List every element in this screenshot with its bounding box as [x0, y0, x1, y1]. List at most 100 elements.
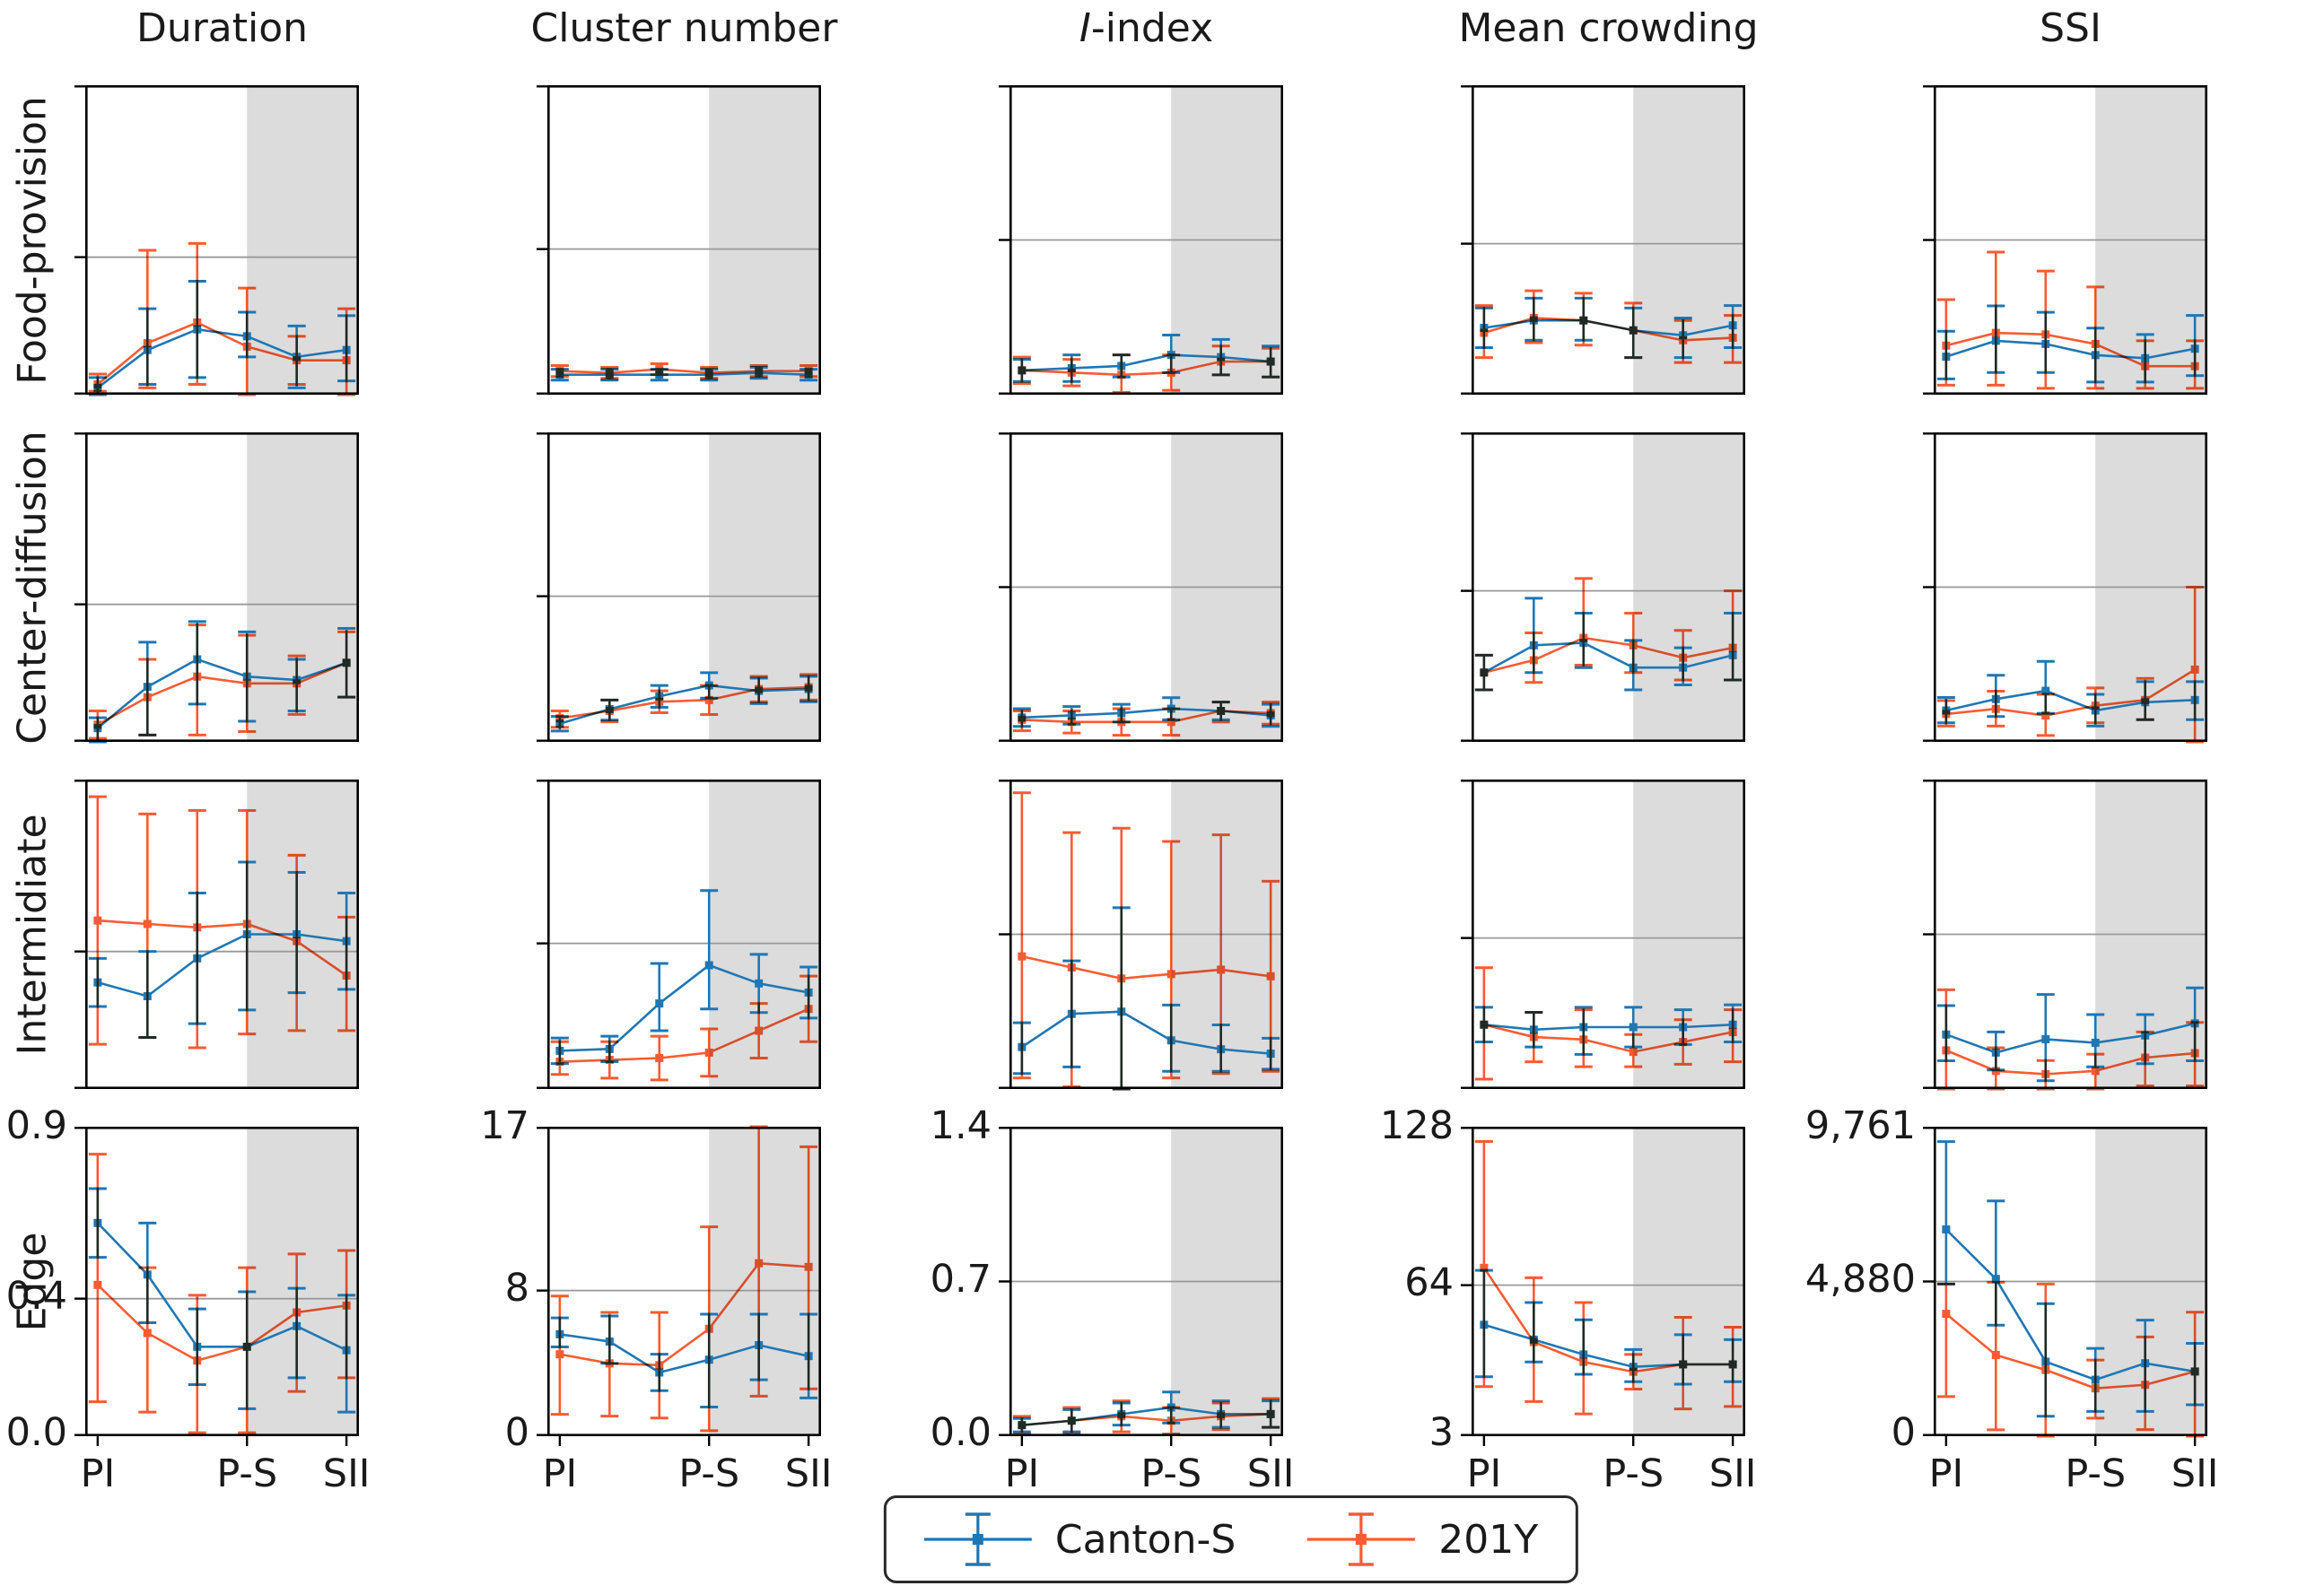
series: [1474, 577, 1743, 692]
shaded-region: [247, 85, 359, 395]
x-tick-label: PI: [1929, 1451, 1964, 1496]
series: [1936, 250, 2205, 390]
series: [1474, 1140, 1743, 1416]
series: [88, 241, 356, 396]
errorbar-icon-canton-s: [923, 1512, 1032, 1566]
subplot-edge-4: 0 4,880 9,761 PI P-S SII: [1805, 1103, 2219, 1496]
subplot-center-diffusion-4: [1923, 431, 2207, 744]
axes-box: [1009, 779, 1283, 1089]
x-tick-label: P-S: [1140, 1451, 1201, 1496]
series: [1936, 1280, 2205, 1438]
axes-box: [1009, 1126, 1283, 1436]
series: [550, 673, 818, 729]
shaded-region: [709, 85, 821, 395]
x-tick-label: PI: [543, 1451, 578, 1496]
y-tick-label: 0.4: [6, 1274, 67, 1319]
axes-box: [1933, 84, 2207, 395]
axes-box: [84, 1126, 359, 1436]
y-tick-label: 1.4: [930, 1103, 992, 1148]
series: [550, 362, 818, 380]
subplot-intermidiate-2: [999, 779, 1283, 1091]
x-tick-label: SII: [785, 1451, 833, 1496]
legend-item-201y: 201Y: [1307, 1507, 1538, 1572]
x-tick-label: SII: [323, 1451, 371, 1496]
y-tick-label: 0.7: [930, 1257, 992, 1302]
series: [550, 974, 818, 1082]
subplot-food-provision-2: [999, 84, 1283, 395]
series: [1012, 701, 1280, 737]
series: [550, 1125, 818, 1433]
x-tick-label: SII: [1709, 1451, 1757, 1496]
y-tick-label: 0.0: [6, 1410, 67, 1455]
axes-box: [1471, 84, 1745, 395]
series: [1012, 344, 1280, 395]
subplot-center-diffusion-3: [1461, 431, 1745, 742]
x-tick-label: PI: [81, 1451, 116, 1496]
series: [1474, 966, 1743, 1081]
series: [1474, 289, 1743, 364]
axes-box: [1933, 779, 2207, 1089]
row-label-2: Intermidiate: [9, 813, 56, 1056]
axes-box: [1933, 1126, 2207, 1436]
axes-box: [1471, 779, 1745, 1089]
axes-box: [546, 1126, 821, 1436]
axes-box: [546, 779, 821, 1089]
subplot-center-diffusion-2: [999, 431, 1283, 742]
column-title-4: SSI: [2040, 5, 2101, 51]
x-tick-label: P-S: [216, 1451, 277, 1496]
y-tick-label: 0.9: [6, 1103, 67, 1148]
x-tick-label: PI: [1467, 1451, 1502, 1496]
subplot-food-provision-3: [1461, 84, 1745, 395]
column-title-0: Duration: [135, 5, 309, 51]
shaded-region: [709, 780, 821, 1089]
shaded-region: [709, 1127, 821, 1436]
subplot-food-provision-1: [537, 84, 821, 395]
legend-item-canton-s: Canton-S: [923, 1507, 1236, 1572]
series: [1936, 586, 2205, 744]
subplot-intermidiate-4: [1923, 779, 2207, 1091]
subplot-edge-1: 0 8 17 PI P-S SII: [480, 1103, 832, 1496]
subplot-intermidiate-0: [74, 779, 359, 1089]
shaded-region: [1633, 780, 1745, 1089]
x-tick-label: P-S: [678, 1451, 739, 1496]
axes-box: [84, 779, 359, 1089]
x-tick-label: P-S: [2065, 1451, 2126, 1496]
series: [88, 795, 356, 1050]
legend: Canton-S 201Y: [883, 1495, 1579, 1583]
axes-box: [1009, 431, 1283, 742]
row-label-0: Food-provision: [9, 95, 56, 385]
column-title-3: Mean crowding: [1458, 5, 1759, 51]
subplot-edge-3: 3 64 128 PI P-S SII: [1380, 1103, 1757, 1496]
axes-box: [546, 84, 821, 395]
y-tick-label: 0.0: [930, 1410, 992, 1455]
y-tick-label: 0: [505, 1410, 529, 1455]
y-tick-label: 9,761: [1805, 1103, 1916, 1148]
y-tick-label: 4,880: [1805, 1257, 1916, 1302]
subplot-food-provision-4: [1923, 84, 2207, 395]
axes-box: [1471, 1126, 1745, 1436]
series: [88, 1153, 356, 1434]
column-title-1: Cluster number: [530, 5, 838, 51]
series: [88, 623, 356, 740]
shaded-region: [1633, 432, 1745, 742]
subplot-intermidiate-3: [1461, 779, 1745, 1089]
axes-box: [546, 431, 821, 742]
shaded-region: [247, 1127, 359, 1436]
y-tick-label: 0: [1892, 1410, 1916, 1455]
series: [1012, 791, 1280, 1091]
x-tick-label: PI: [1005, 1451, 1040, 1496]
x-tick-label: SII: [1247, 1451, 1295, 1496]
subplot-food-provision-0: [74, 84, 359, 396]
y-tick-label: 128: [1380, 1103, 1454, 1148]
y-tick-label: 3: [1429, 1410, 1454, 1455]
subplot-center-diffusion-0: [74, 431, 359, 744]
column-title-2: I-index: [1079, 5, 1214, 51]
subplot-center-diffusion-1: [537, 431, 821, 742]
x-tick-label: P-S: [1603, 1451, 1664, 1496]
y-tick-label: 17: [480, 1103, 529, 1148]
shaded-region: [247, 432, 359, 742]
row-label-1: Center-diffusion: [9, 430, 56, 745]
axes-box: [84, 431, 359, 742]
y-tick-label: 64: [1404, 1260, 1454, 1305]
axes-box: [1009, 84, 1283, 395]
